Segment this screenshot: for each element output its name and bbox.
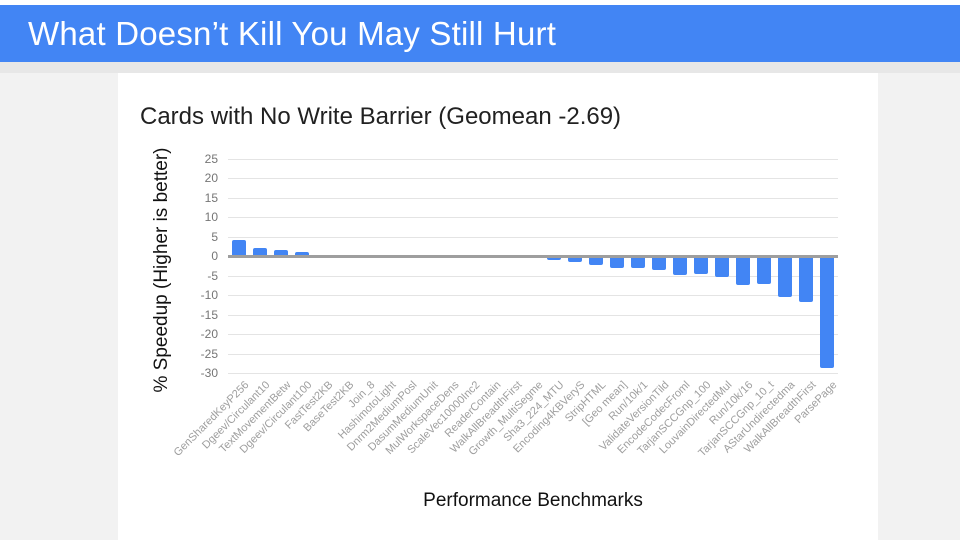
plot-area: 25 20 15 10 5 0 -5 -10 -15 -20 -25 -30 GenSharedKeyP…: [171, 152, 840, 459]
bar: [736, 257, 751, 285]
y-tick-label: -5: [207, 268, 218, 283]
chart-title: Cards with No Write Barrier (Geomean -2.…: [140, 103, 622, 130]
bar: [589, 257, 604, 266]
bar: [547, 257, 562, 261]
gridline: [228, 178, 838, 180]
bar: [252, 248, 267, 257]
y-tick-label: -25: [200, 346, 218, 361]
y-tick-label: -30: [200, 366, 218, 380]
bar: [820, 257, 835, 369]
gridline: [228, 295, 838, 297]
gridline: [228, 373, 838, 374]
bar: [715, 257, 730, 278]
y-tick-label: -20: [200, 327, 218, 342]
y-tick-label: -15: [200, 307, 218, 322]
gridline: [228, 236, 838, 238]
bar: [294, 252, 309, 257]
zero-axis-line: [228, 255, 838, 259]
gridline: [228, 275, 838, 277]
bar: [799, 257, 814, 302]
y-tick-label: 15: [204, 190, 218, 205]
bar: [673, 257, 688, 275]
slide-title-bar: What Doesn’t Kill You May Still Hurt: [0, 5, 960, 62]
bar: [694, 257, 709, 274]
gridline: [228, 197, 838, 199]
bar: [757, 257, 772, 284]
gridline: [228, 314, 838, 316]
y-tick-label: -10: [200, 288, 218, 303]
bar: [610, 257, 625, 268]
gridline: [228, 159, 838, 160]
gridline: [228, 353, 838, 355]
y-tick-label: 0: [211, 249, 218, 264]
bar: [631, 257, 646, 269]
y-tick-label: 10: [204, 210, 218, 225]
title-bar-shadow: [0, 62, 960, 73]
slide-title: What Doesn’t Kill You May Still Hurt: [28, 14, 557, 52]
bar: [231, 239, 246, 257]
page-top-margin: [0, 0, 960, 5]
y-tick-label: 5: [211, 229, 218, 244]
bar: [568, 257, 583, 262]
gridline: [228, 217, 838, 219]
bar: [273, 249, 288, 257]
bar: [652, 257, 667, 271]
chart-card: Cards with No Write Barrier (Geomean -2.…: [118, 73, 878, 540]
bar: [778, 257, 793, 297]
y-tick-label: 20: [204, 171, 218, 186]
gridline: [228, 334, 838, 336]
y-tick-label: 25: [204, 152, 218, 166]
x-axis-title: Performance Benchmarks: [423, 490, 643, 511]
